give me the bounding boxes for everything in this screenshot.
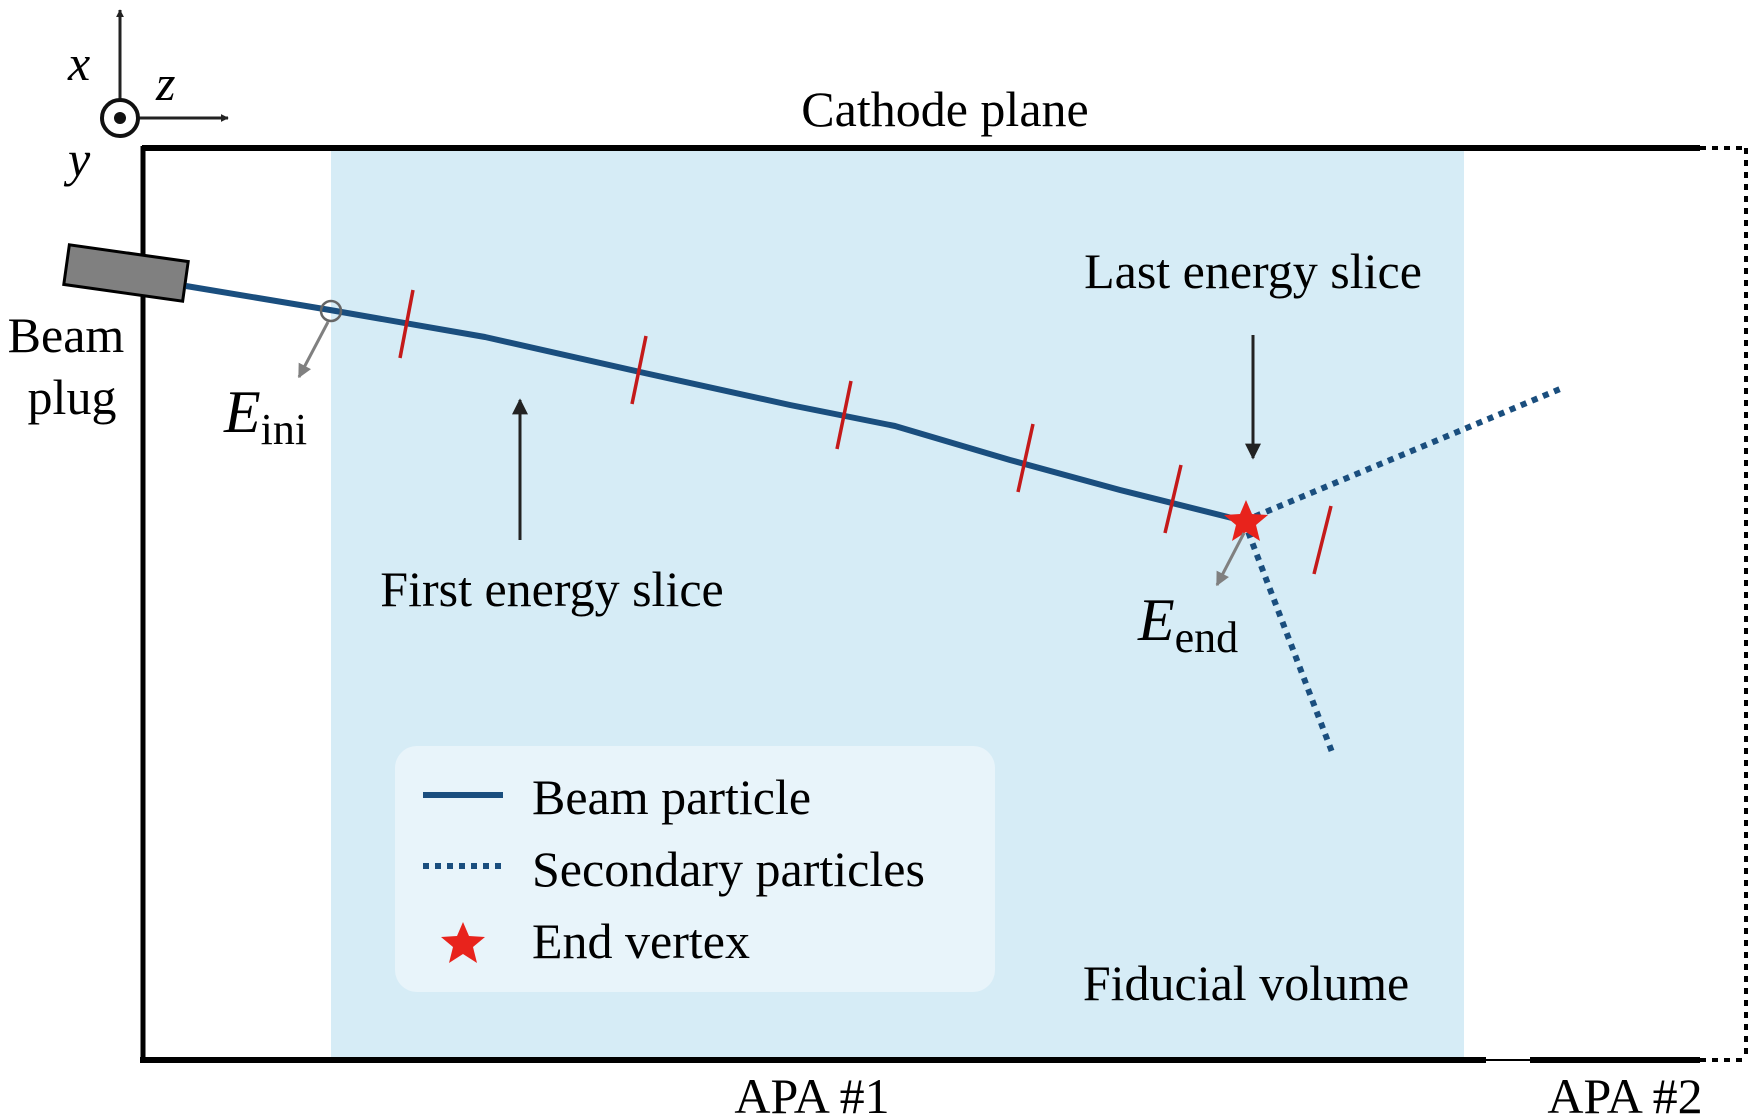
energy-slice-tick [1016,423,1035,493]
legend-box [395,746,995,992]
e-end-arrow [1215,532,1246,587]
energy-slice-tick [630,335,648,405]
cathode-plane-label: Cathode plane [801,81,1088,137]
legend-end-vertex-label: End vertex [532,913,750,969]
e-end-label: Eend [1137,587,1238,662]
fiducial-volume-label: Fiducial volume [1083,955,1409,1011]
energy-slice-tick [1163,464,1183,534]
beam-plug-label-line1: Beam [8,307,125,363]
x-axis-label: x [67,35,90,91]
e-ini-arrow [297,321,330,379]
z-axis-label: z [155,55,175,111]
y-axis-dot [114,112,126,124]
energy-slice-tick [835,380,853,450]
last-energy-slice-label: Last energy slice [1084,243,1422,299]
beam-plug [62,243,190,303]
apa2-label: APA #2 [1547,1068,1702,1120]
end-vertex-star-icon [1224,500,1268,541]
energy-slice-tick [1312,505,1333,575]
e-end-symbol: E [1137,587,1175,653]
secondary-particle-track-1 [1242,386,1562,524]
apa1-label: APA #1 [734,1068,889,1120]
coordinate-axes: x z y [63,9,229,187]
legend-end-vertex-star-icon [441,922,485,963]
e-ini-subscript: ini [261,405,307,454]
e-end-subscript: end [1175,613,1239,662]
legend-secondary-particles-label: Secondary particles [532,841,925,897]
e-ini-label: Eini [223,379,307,454]
energy-slice-tick [398,289,415,359]
secondary-particle-track-2 [1241,519,1335,754]
first-energy-slice-label: First energy slice [380,561,723,617]
beam-plug-label-line2: plug [28,369,117,425]
legend: Beam particle Secondary particles End ve… [395,746,995,992]
initial-energy-marker [319,299,343,323]
beam-particle-track [185,283,1245,524]
e-ini-symbol: E [223,379,261,445]
y-axis-label: y [63,131,91,187]
legend-beam-particle-label: Beam particle [532,769,811,825]
